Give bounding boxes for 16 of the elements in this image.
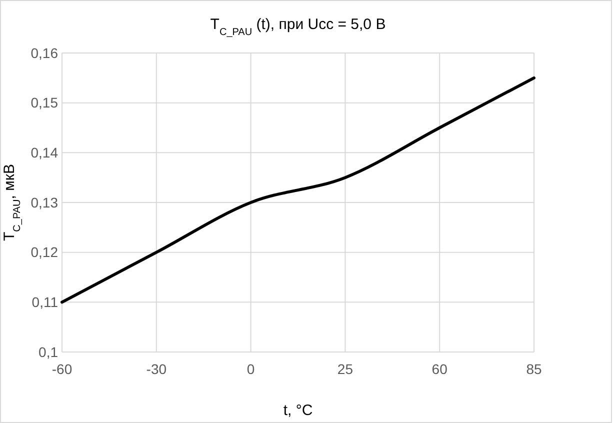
y-tick-label: 0,13	[30, 194, 58, 210]
x-tick-label: 0	[246, 361, 255, 377]
x-tick-label: -30	[146, 361, 167, 377]
y-tick-label: 0,15	[30, 94, 58, 111]
y-tick-label: 0,14	[30, 144, 58, 161]
chart-title: T$_{C_PAU}$ (t), при Ucc = 5,0 В	[210, 16, 386, 38]
y-tick-label: 0,12	[30, 244, 58, 260]
x-axis-title: t, °C	[283, 402, 313, 419]
x-tick-label: 25	[337, 361, 354, 377]
y-tick-label: 0,16	[30, 44, 58, 61]
x-tick-label: -60	[52, 361, 72, 377]
y-tick-label: 0,11	[32, 294, 58, 310]
line-series	[60, 76, 536, 304]
x-tick-label: 60	[432, 361, 448, 377]
y-tick-label: 0,1	[38, 344, 58, 360]
x-tick-label: 85	[526, 361, 542, 377]
